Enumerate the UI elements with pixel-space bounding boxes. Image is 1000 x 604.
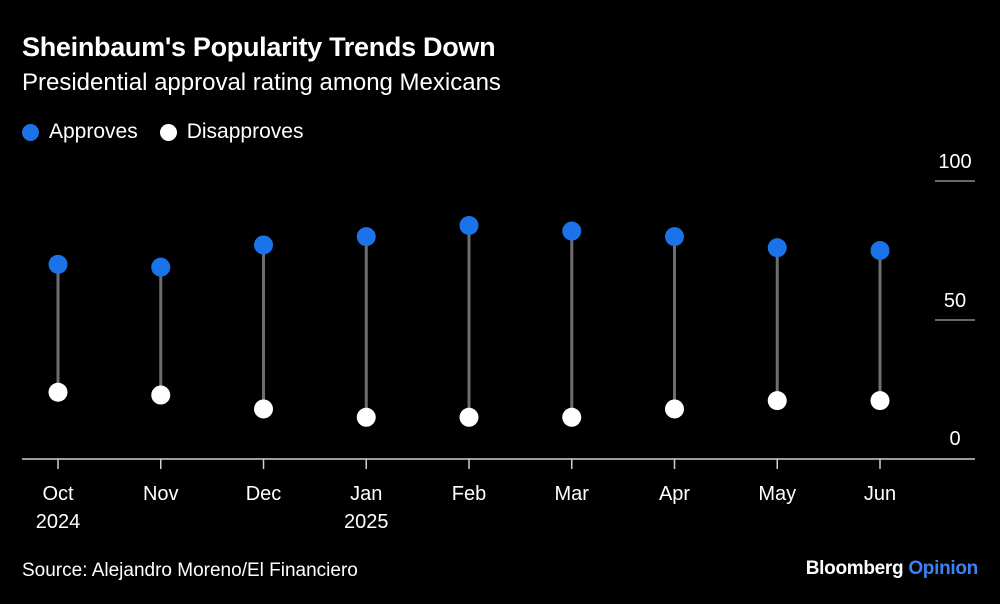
disapproves-dot-jun <box>870 391 890 411</box>
y-tick-label-0: 0 <box>949 428 960 450</box>
brand-sub: Opinion <box>908 558 978 579</box>
approves-dot-feb <box>459 215 479 235</box>
y-tick-label-50: 50 <box>944 290 966 312</box>
x-tick-label-nov: Nov <box>143 483 179 505</box>
disapproves-dot-apr <box>665 399 684 419</box>
legend-swatch-approves <box>22 123 39 141</box>
x-tick-label-may: May <box>758 483 796 505</box>
approves-dot-mar <box>562 221 582 241</box>
legend-item-disapproves: Disapproves <box>159 120 304 144</box>
disapproves-dot-may <box>767 391 787 411</box>
legend-item-approves: Approves <box>22 120 138 144</box>
approves-dot-oct <box>48 254 68 274</box>
x-tick-label-mar: Mar <box>555 483 590 505</box>
x-tick-sublabel-2024: 2024 <box>36 511 81 533</box>
disapproves-dot-feb <box>459 407 479 427</box>
chart-title: Sheinbaum's Popularity Trends Down <box>22 32 496 62</box>
disapproves-dot-dec <box>254 399 273 419</box>
approves-dot-jun <box>870 241 890 260</box>
legend-label-disapproves: Disapproves <box>186 120 304 143</box>
chart-subtitle: Presidential approval rating among Mexic… <box>22 69 501 96</box>
y-tick-label-100: 100 <box>938 151 971 173</box>
disapproves-dot-oct <box>48 382 68 402</box>
source-note: Source: Alejandro Moreno/El Financiero <box>22 560 358 581</box>
disapproves-dot-jan <box>356 407 376 427</box>
x-tick-label-jun: Jun <box>864 483 896 505</box>
approves-dot-jan <box>356 227 376 247</box>
approves-dot-dec <box>254 235 273 255</box>
disapproves-dot-mar <box>562 407 582 427</box>
approves-dot-nov <box>151 257 171 277</box>
brand-main: Bloomberg <box>805 558 904 579</box>
x-tick-label-apr: Apr <box>659 483 690 505</box>
x-tick-label-jan: Jan <box>350 483 382 505</box>
legend: Approves Disapproves <box>22 120 325 144</box>
legend-label-approves: Approves <box>49 120 138 143</box>
legend-swatch-disapproves <box>159 123 177 141</box>
brand-logo: Bloomberg Opinion <box>805 558 979 580</box>
x-tick-label-dec: Dec <box>246 483 282 505</box>
x-tick-sublabel-2025: 2025 <box>344 511 389 533</box>
disapproves-dot-nov <box>151 385 171 405</box>
approves-dot-apr <box>665 227 684 247</box>
approves-dot-may <box>767 238 787 258</box>
x-tick-label-oct: Oct <box>42 483 74 505</box>
x-tick-label-feb: Feb <box>452 483 486 505</box>
